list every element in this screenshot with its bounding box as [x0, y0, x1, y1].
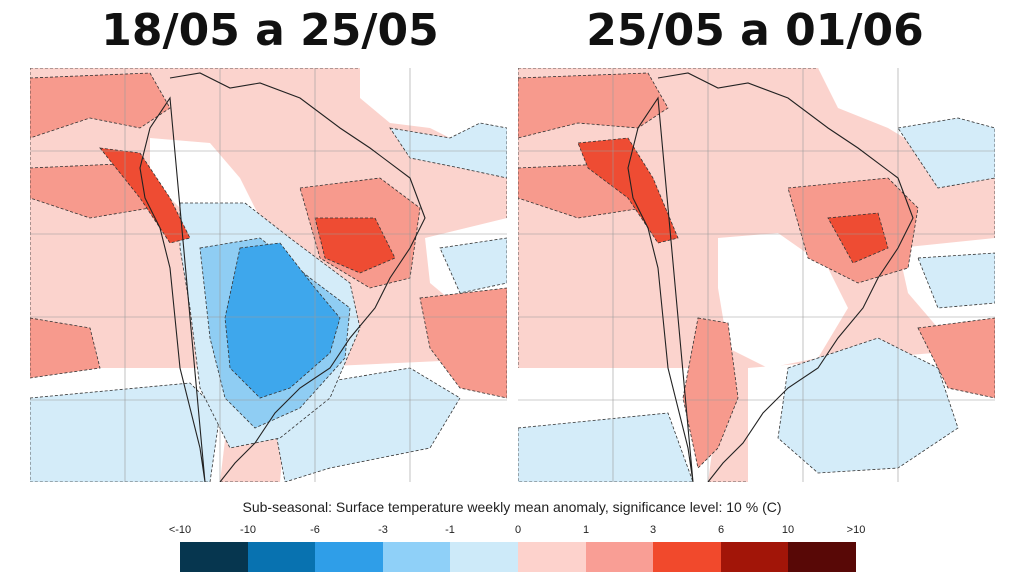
- color-scale-segment: [180, 542, 248, 572]
- warm-anomaly: [917, 317, 995, 399]
- legend-tick: 3: [649, 524, 657, 536]
- legend-tick-labels: <-10 -10 -6 -3 -1 0 1 3 6 10 >10: [0, 524, 1024, 538]
- color-scale-segment: [382, 542, 451, 572]
- neutral-area: [718, 233, 848, 368]
- anomaly-map-week-2: [518, 68, 995, 482]
- map-caption: Sub-seasonal: Surface temperature weekly…: [242, 499, 782, 515]
- cool-anomaly: [897, 117, 995, 189]
- legend-tick: 1: [582, 524, 590, 536]
- legend-tick: <-10: [168, 524, 192, 536]
- cool-anomaly: [917, 252, 995, 309]
- warm-anomaly: [419, 287, 507, 399]
- warm-anomaly: [682, 317, 739, 469]
- legend-tick: -10: [240, 524, 256, 536]
- cool-anomaly: [518, 412, 694, 482]
- lat-lon-grid: [30, 68, 507, 482]
- cool-anomaly: [389, 122, 507, 179]
- warm-anomaly: [30, 72, 171, 139]
- color-scale-segment: [653, 542, 721, 572]
- neutral-area: [360, 68, 507, 143]
- warm-anomaly: [314, 217, 396, 274]
- legend-tick: 10: [781, 524, 795, 536]
- anomaly-map-week-1: [30, 68, 507, 482]
- color-scale-bar: [180, 542, 856, 572]
- color-scale-segment: [450, 542, 518, 572]
- color-scale-segment: [788, 542, 856, 572]
- lat-lon-grid: [518, 68, 995, 482]
- cool-anomaly: [777, 337, 959, 474]
- legend-tick: -1: [445, 524, 455, 536]
- week-2-title: 25/05 a 01/06: [586, 5, 924, 56]
- warm-anomaly: [827, 212, 889, 264]
- color-scale-segment: [585, 542, 654, 572]
- warm-anomaly: [577, 137, 679, 244]
- map-panel-week-1: [30, 68, 507, 482]
- warm-anomaly: [30, 317, 101, 379]
- legend-tick: -3: [378, 524, 388, 536]
- south-america-coastline: [139, 72, 426, 482]
- color-scale-segment: [315, 542, 383, 572]
- legend-tick: >10: [846, 524, 866, 536]
- cool-anomaly: [439, 237, 507, 294]
- legend-tick: 0: [514, 524, 522, 536]
- legend-tick: -6: [310, 524, 320, 536]
- map-panel-week-2: [518, 68, 995, 482]
- south-america-coastline: [627, 72, 914, 482]
- week-1-title: 18/05 a 25/05: [101, 5, 439, 56]
- color-scale-segment: [247, 542, 316, 572]
- color-scale-segment: [517, 542, 586, 572]
- legend-tick: 6: [717, 524, 725, 536]
- cool-anomaly: [224, 242, 341, 399]
- color-scale-segment: [720, 542, 789, 572]
